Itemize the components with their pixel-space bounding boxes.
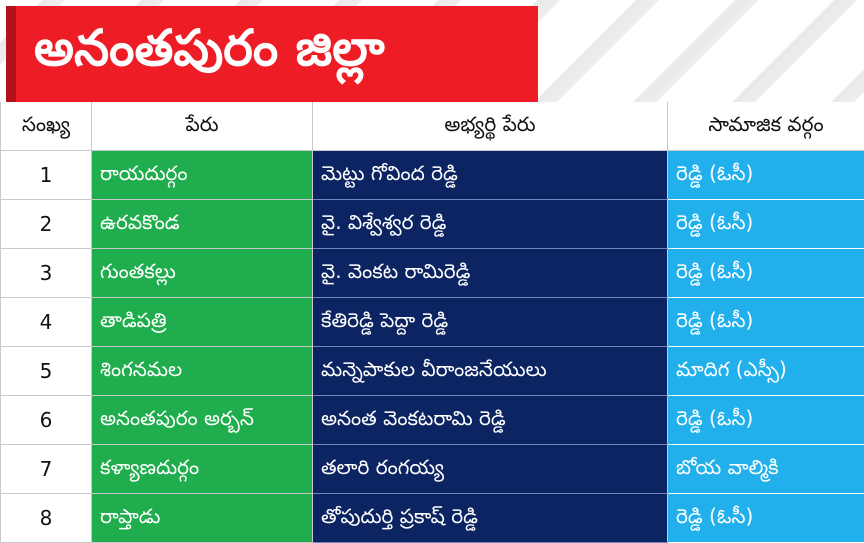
row-number: 3 [1, 249, 92, 298]
table-row: 2 ఉరవకొండ వై. విశ్వేశ్వర రెడ్డి రెడ్డి (… [1, 200, 864, 249]
table-row: 5 శింగనమల మన్నెపాకుల వీరాంజనేయులు మాదిగ … [1, 347, 864, 396]
constituency-cell: శింగనమల [92, 347, 313, 396]
row-number: 8 [1, 494, 92, 543]
table-row: 3 గుంతకల్లు వై. వెంకట రామిరెడ్డి రెడ్డి … [1, 249, 864, 298]
constituency-cell: రాయదుర్గం [92, 151, 313, 200]
row-number: 5 [1, 347, 92, 396]
header-candidate: అభ్యర్థి పేరు [313, 102, 668, 151]
table-row: 1 రాయదుర్గం మెట్టు గోవింద రెడ్డి రెడ్డి … [1, 151, 864, 200]
header-caste: సామాజిక వర్గం [668, 102, 864, 151]
row-number: 2 [1, 200, 92, 249]
constituency-cell: అనంతపురం అర్బన్ [92, 396, 313, 445]
constituency-cell: ఉరవకొండ [92, 200, 313, 249]
candidates-table: సంఖ్య పేరు అభ్యర్థి పేరు సామాజిక వర్గం 1… [0, 102, 864, 543]
caste-cell: రెడ్డి (ఓసీ) [668, 249, 864, 298]
candidate-cell: తలారి రంగయ్య [313, 445, 668, 494]
candidate-cell: వై. విశ్వేశ్వర రెడ్డి [313, 200, 668, 249]
caste-cell: రెడ్డి (ఓసీ) [668, 298, 864, 347]
title-banner-edge [6, 6, 16, 102]
caste-cell: రెడ్డి (ఓసీ) [668, 151, 864, 200]
candidate-cell: అనంత వెంకటరామి రెడ్డి [313, 396, 668, 445]
constituency-cell: తాడిపత్రి [92, 298, 313, 347]
caste-cell: మాదిగ (ఎస్సీ) [668, 347, 864, 396]
table-row: 7 కళ్యాణదుర్గం తలారి రంగయ్య బోయ వాల్మికి [1, 445, 864, 494]
row-number: 4 [1, 298, 92, 347]
caste-cell: రెడ్డి (ఓసీ) [668, 200, 864, 249]
table-row: 8 రాప్తాడు తోపుదుర్తి ప్రకాష్ రెడ్డి రెడ… [1, 494, 864, 543]
candidate-cell: తోపుదుర్తి ప్రకాష్ రెడ్డి [313, 494, 668, 543]
candidate-cell: మెట్టు గోవింద రెడ్డి [313, 151, 668, 200]
row-number: 6 [1, 396, 92, 445]
table-row: 4 తాడిపత్రి కేతిరెడ్డి పెద్దా రెడ్డి రెడ… [1, 298, 864, 347]
table-header-row: సంఖ్య పేరు అభ్యర్థి పేరు సామాజిక వర్గం [1, 102, 864, 151]
constituency-cell: రాప్తాడు [92, 494, 313, 543]
candidate-cell: కేతిరెడ్డి పెద్దా రెడ్డి [313, 298, 668, 347]
header-constituency: పేరు [92, 102, 313, 151]
caste-cell: రెడ్డి (ఓసీ) [668, 396, 864, 445]
title-banner: అనంతపురం జిల్లా [6, 6, 538, 102]
caste-cell: బోయ వాల్మికి [668, 445, 864, 494]
caste-cell: రెడ్డి (ఓసీ) [668, 494, 864, 543]
candidate-cell: వై. వెంకట రామిరెడ్డి [313, 249, 668, 298]
constituency-cell: గుంతకల్లు [92, 249, 313, 298]
table-row: 6 అనంతపురం అర్బన్ అనంత వెంకటరామి రెడ్డి … [1, 396, 864, 445]
row-number: 1 [1, 151, 92, 200]
constituency-cell: కళ్యాణదుర్గం [92, 445, 313, 494]
header-number: సంఖ్య [1, 102, 92, 151]
candidate-cell: మన్నెపాకుల వీరాంజనేయులు [313, 347, 668, 396]
row-number: 7 [1, 445, 92, 494]
page-title: అనంతపురం జిల్లా [6, 19, 385, 90]
